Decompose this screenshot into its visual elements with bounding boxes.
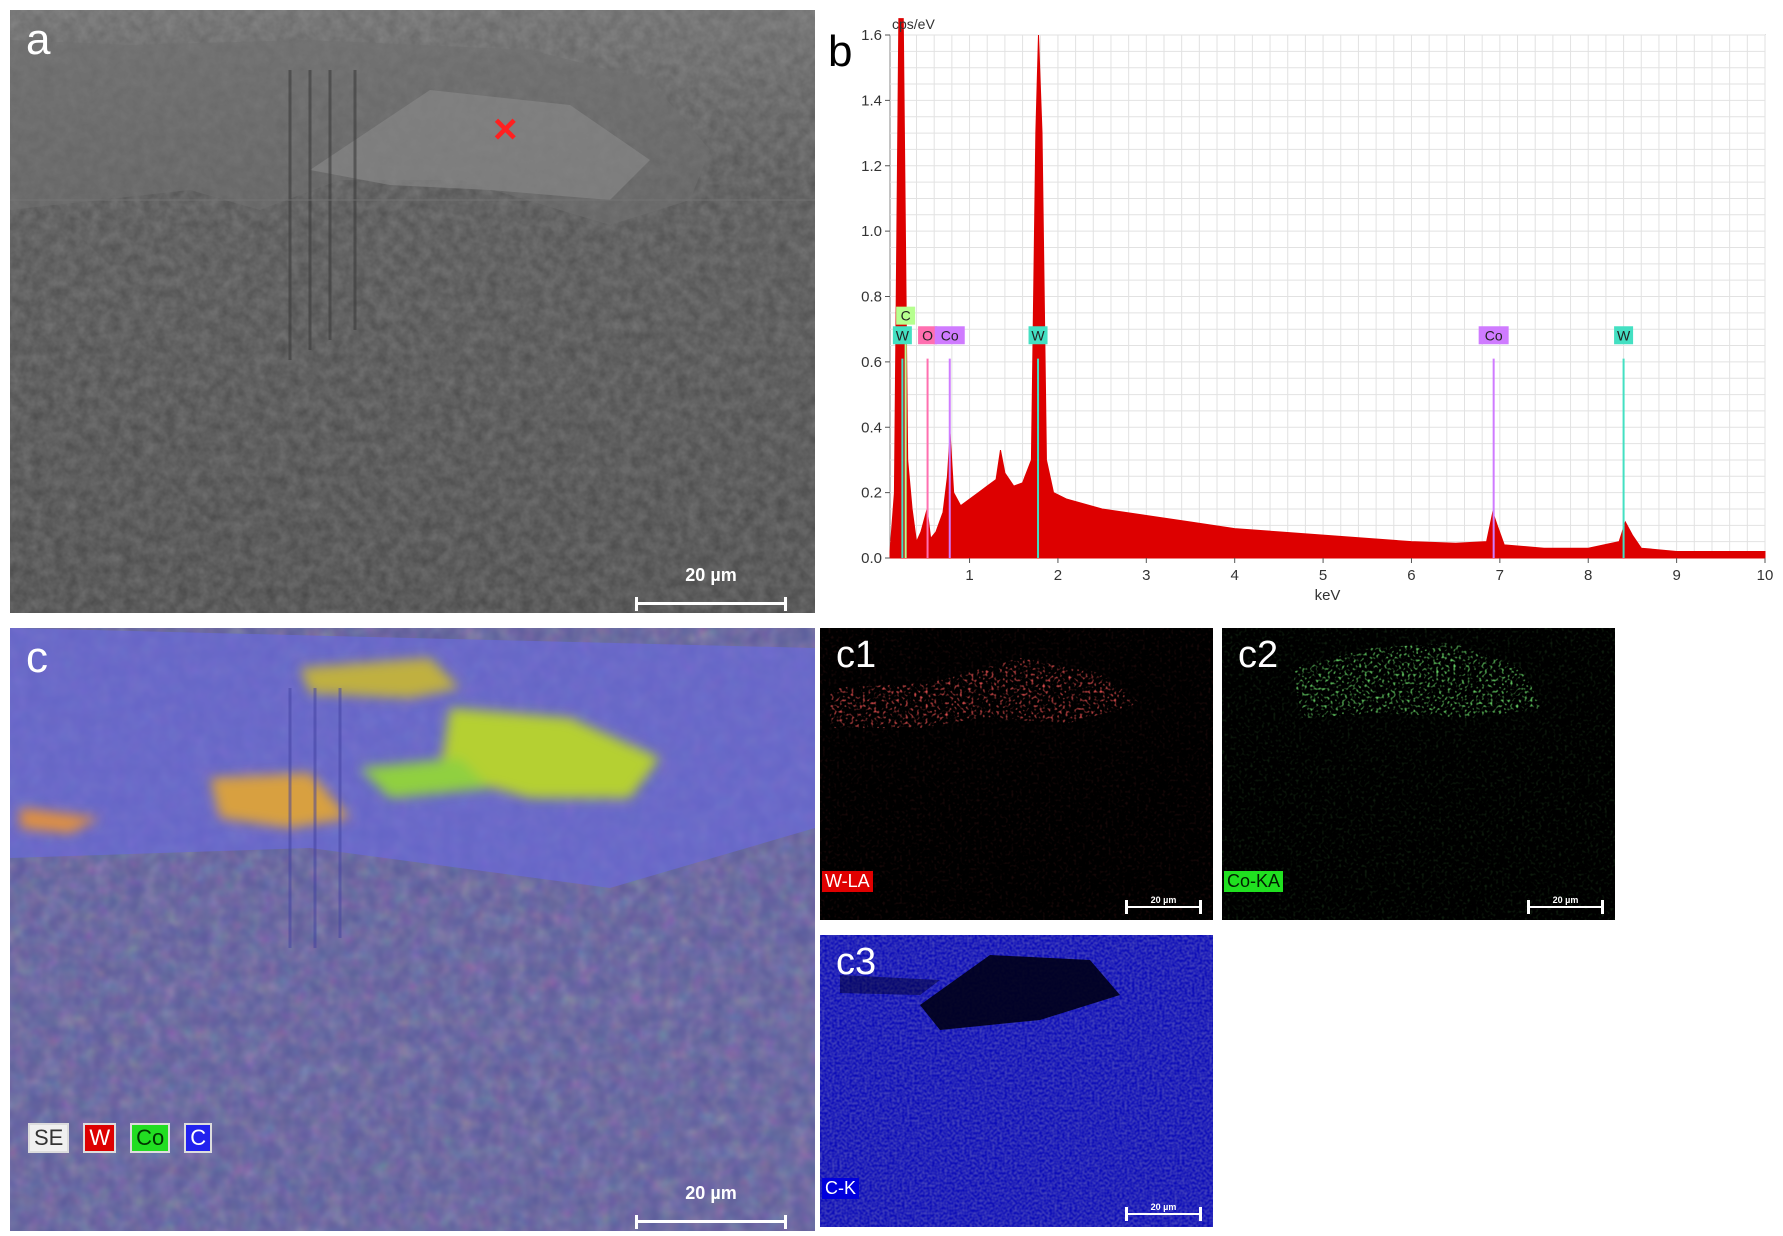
x-tick-label: 8 xyxy=(1584,567,1592,584)
x-tick-label: 7 xyxy=(1496,567,1504,584)
x-tick-label: 2 xyxy=(1054,567,1062,584)
x-tick-label: 1 xyxy=(965,567,973,584)
panel-label-c: c xyxy=(26,633,48,682)
legend-item-2: Co xyxy=(130,1123,171,1153)
y-tick-label: 0.6 xyxy=(861,354,882,371)
x-tick-label: 10 xyxy=(1757,567,1774,584)
panel-label-c2: c2 xyxy=(1238,634,1279,676)
scale-bar-c: 20 µm xyxy=(635,1183,787,1229)
y-axis-label: cps/eV xyxy=(892,16,935,32)
legend-item-0: SE xyxy=(28,1123,70,1153)
scale-bar-c2: 20 µm xyxy=(1527,890,1604,914)
peak-label-bg-W xyxy=(1614,326,1634,345)
panel-label-b: b xyxy=(828,27,853,76)
peak-label-W: W xyxy=(1617,327,1631,343)
analysis-point-marker: × xyxy=(493,105,518,152)
peak-label-O: O xyxy=(922,327,933,343)
panel-label-c1: c1 xyxy=(836,634,877,676)
x-tick-label: 9 xyxy=(1672,567,1680,584)
y-tick-label: 0.4 xyxy=(861,419,882,436)
x-tick-label: 4 xyxy=(1231,567,1239,584)
peak-label-W: W xyxy=(896,327,910,343)
co-distribution xyxy=(1222,628,1615,920)
element-label-co: Co-KA xyxy=(1224,871,1284,892)
y-tick-label: 0.0 xyxy=(861,550,882,567)
panel-label-c3: c3 xyxy=(836,941,877,983)
scale-bar-label: 20 µm xyxy=(1150,1202,1177,1212)
scale-bar-label: 20 µm xyxy=(1552,895,1579,905)
x-tick-label: 3 xyxy=(1142,567,1150,584)
x-axis-label: keV xyxy=(1315,587,1341,604)
eds-spectrum-panel-b: b C W O Co W Co W 0.0 0.2 0.4 0.6 0.8 1.0 1.2 1.4 1.6 1 2… xyxy=(820,10,1783,613)
w-distribution xyxy=(820,628,1213,920)
y-tick-label: 1.2 xyxy=(861,158,882,175)
element-map-w: c1 W-LA 20 µm xyxy=(820,628,1213,920)
peak-label-C: C xyxy=(901,308,911,324)
overlay-map xyxy=(10,628,815,1231)
c-distribution xyxy=(820,935,1213,1227)
peak-label-bg-W xyxy=(1028,326,1048,345)
peak-label-bg-W xyxy=(892,326,912,345)
peak-label-bg-O xyxy=(918,326,938,345)
sem-image-panel-a: a × 20 µm xyxy=(10,10,815,613)
scale-bar-c3: 20 µm xyxy=(1125,1197,1202,1221)
peak-label-bg-Co xyxy=(934,326,965,345)
peak-label-bg-C xyxy=(896,306,916,325)
spectrum-chart: CW O Co W Co W0.00.20.40.60.81.01.21.41.61 2 3 4… xyxy=(861,16,1774,604)
element-map-co: c2 Co-KA 20 µm xyxy=(1222,628,1615,920)
y-tick-label: 1.6 xyxy=(861,27,882,44)
y-tick-label: 1.0 xyxy=(861,223,882,240)
scale-bar-a: 20 µm xyxy=(635,565,787,611)
peak-label-Co: Co xyxy=(941,327,959,343)
y-tick-label: 0.8 xyxy=(861,289,882,306)
scale-bar-label: 20 µm xyxy=(685,565,737,585)
x-tick-label: 6 xyxy=(1407,567,1415,584)
scale-bar-c1: 20 µm xyxy=(1125,890,1202,914)
legend-item-1: W xyxy=(83,1123,117,1153)
peak-label-bg-Co xyxy=(1478,326,1509,345)
scale-bar-label: 20 µm xyxy=(685,1183,737,1203)
eds-overlay-panel-c: c SE W Co C 20 µm xyxy=(10,628,815,1231)
x-tick-label: 5 xyxy=(1319,567,1327,584)
element-map-c: c3 C-K 20 µm xyxy=(820,935,1213,1227)
legend-item-3: C xyxy=(184,1123,213,1153)
peak-label-Co: Co xyxy=(1485,327,1503,343)
element-legend: SE W Co C xyxy=(28,1123,213,1153)
y-tick-label: 1.4 xyxy=(861,92,882,109)
element-label-c: C-K xyxy=(822,1178,859,1199)
scale-bar-label: 20 µm xyxy=(1150,895,1177,905)
panel-label-a: a xyxy=(26,15,51,64)
y-tick-label: 0.2 xyxy=(861,485,882,502)
element-label-w: W-LA xyxy=(822,871,873,892)
peak-label-W: W xyxy=(1031,327,1045,343)
sem-image xyxy=(10,10,815,613)
